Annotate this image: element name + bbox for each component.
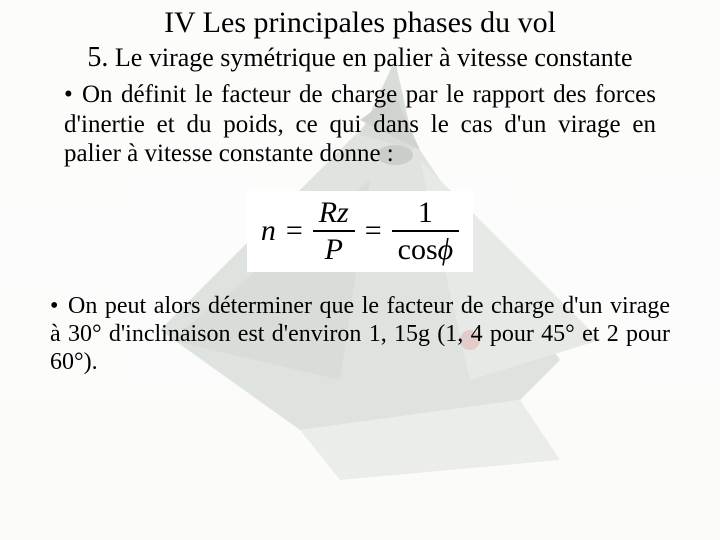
bullet-glyph-2: •: [50, 292, 68, 320]
slide-title: IV Les principales phases du vol: [40, 6, 680, 40]
formula-fraction-1-cosphi: 1 cosϕ: [392, 197, 460, 266]
bullet-glyph: •: [64, 80, 82, 110]
slide-subtitle: 5. Le virage symétrique en palier à vite…: [60, 42, 660, 74]
slide-content: IV Les principales phases du vol 5. Le v…: [0, 0, 720, 377]
subtitle-number: 5.: [87, 42, 108, 73]
formula-cos: cos: [398, 233, 438, 266]
formula-p: P: [319, 234, 349, 266]
formula-rz: Rz: [313, 197, 355, 229]
formula-lhs: n: [261, 214, 276, 248]
formula-equals-2: =: [365, 214, 382, 248]
bullet-definition: •On définit le facteur de charge par le …: [64, 80, 656, 169]
subtitle-text: Le virage symétrique en palier à vitesse…: [115, 43, 633, 72]
formula-container: n = Rz P = 1 cosϕ: [40, 191, 680, 272]
formula-fraction-rz-p: Rz P: [313, 197, 355, 266]
load-factor-formula: n = Rz P = 1 cosϕ: [247, 191, 473, 272]
formula-equals-1: =: [286, 214, 303, 248]
formula-one: 1: [412, 197, 439, 229]
formula-phi: ϕ: [438, 233, 454, 266]
bullet-definition-text: On définit le facteur de charge par le r…: [64, 81, 656, 167]
bullet-examples-text: On peut alors déterminer que le facteur …: [50, 293, 670, 376]
bullet-examples: •On peut alors déterminer que le facteur…: [50, 292, 670, 377]
